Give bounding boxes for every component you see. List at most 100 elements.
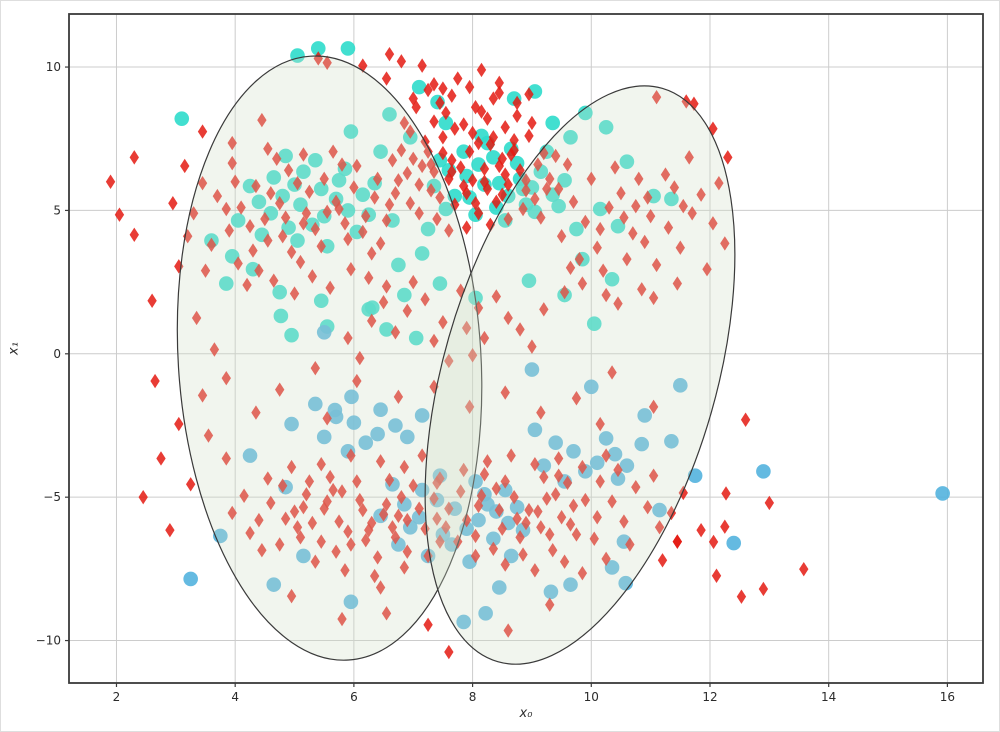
gmm-right-ellipse [424, 85, 736, 665]
scatter-point-red-diamonds [432, 475, 442, 491]
scatter-point-cyan-circles [331, 173, 347, 188]
scatter-point-red-diamonds [381, 213, 392, 228]
scatter-point-blue-circles [183, 571, 198, 587]
scatter-point-red-diamonds [497, 187, 507, 202]
scatter-point-red-diamonds [295, 530, 306, 545]
scatter-point-cyan-circles [569, 221, 584, 237]
scatter-point-red-diamonds [459, 178, 469, 194]
scatter-point-blue-circles [509, 499, 525, 515]
scatter-point-cyan-circles [310, 41, 326, 56]
scatter-point-blue-circles [480, 497, 495, 512]
scatter-point-red-diamonds [399, 560, 410, 575]
scatter-point-red-diamonds [675, 240, 685, 255]
scatter-point-blue-circles [373, 402, 388, 418]
scatter-point-red-diamonds [263, 233, 273, 248]
scatter-point-red-diamonds [521, 515, 531, 531]
scatter-point-red-diamonds [286, 244, 297, 260]
x-tick-label: 6 [350, 690, 358, 704]
scatter-point-red-diamonds [503, 310, 513, 326]
scatter-point-red-diamonds [381, 71, 392, 86]
scatter-point-red-diamonds [405, 196, 415, 211]
scatter-point-blue-circles [411, 509, 427, 525]
scatter-point-red-diamonds [248, 243, 258, 258]
scatter-point-red-diamonds [512, 511, 522, 526]
scatter-point-red-diamonds [476, 488, 487, 503]
scatter-point-red-diamonds [414, 501, 424, 516]
x-tick-label: 2 [113, 690, 121, 704]
scatter-point-red-diamonds [227, 135, 237, 151]
scatter-point-red-diamonds [637, 282, 647, 297]
scatter-point-red-diamonds [714, 175, 724, 191]
scatter-point-red-diamonds [669, 180, 680, 195]
scatter-point-red-diamonds [625, 537, 635, 552]
scatter-point-red-diamonds [568, 498, 579, 513]
scatter-point-red-diamonds [174, 416, 184, 432]
scatter-point-red-diamonds [459, 462, 469, 478]
scatter-point-cyan-circles [586, 316, 602, 331]
scatter-point-red-diamonds [642, 500, 653, 515]
scatter-point-red-diamonds [224, 223, 234, 238]
scatter-point-red-diamonds [352, 474, 362, 489]
scatter-point-red-diamonds [447, 88, 457, 103]
scatter-point-red-diamonds [470, 548, 481, 564]
scatter-point-red-diamonds [334, 514, 344, 529]
scatter-point-red-diamonds [500, 120, 510, 135]
scatter-point-red-diamonds [476, 62, 487, 78]
scatter-point-cyan-circles [272, 284, 287, 300]
scatter-point-red-diamonds [562, 157, 573, 172]
scatter-point-red-diamonds [651, 89, 662, 105]
scatter-point-red-diamonds [298, 500, 309, 515]
scatter-point-red-diamonds [438, 81, 448, 96]
scatter-point-blue-circles [497, 482, 513, 498]
scatter-point-red-diamonds [316, 457, 326, 472]
scatter-point-red-diamonds [464, 79, 475, 95]
scatter-point-red-diamonds [420, 292, 430, 307]
scatter-point-cyan-circles [355, 187, 371, 202]
scatter-point-red-diamonds [337, 157, 347, 172]
scatter-point-red-diamonds [251, 405, 261, 420]
scatter-point-cyan-circles [373, 144, 388, 159]
scatter-point-red-diamonds [138, 489, 148, 505]
scatter-point-cyan-circles [521, 273, 537, 288]
scatter-point-red-diamonds [367, 246, 377, 261]
x-tick-label: 16 [940, 690, 955, 704]
scatter-point-cyan-circles [174, 111, 190, 126]
x-axis-label: x₀ [519, 706, 533, 721]
scatter-point-red-diamonds [367, 313, 377, 329]
scatter-point-red-diamonds [556, 229, 567, 244]
scatter-point-red-diamonds [399, 115, 410, 131]
scatter-point-red-diamonds [372, 550, 383, 565]
scatter-point-red-diamonds [604, 200, 614, 215]
scatter-point-red-diamonds [441, 520, 451, 535]
scatter-point-red-diamonds [429, 164, 439, 179]
scatter-point-red-diamonds [545, 171, 555, 187]
scatter-point-blue-circles [652, 502, 667, 518]
scatter-point-cyan-circles [557, 173, 572, 188]
scatter-point-red-diamonds [358, 224, 368, 240]
scatter-point-blue-circles [327, 402, 343, 418]
scatter-point-red-diamonds [197, 388, 208, 403]
scatter-point-red-diamonds [105, 174, 116, 189]
scatter-point-red-diamonds [601, 448, 611, 463]
scatter-point-blue-circles [536, 458, 552, 473]
x-tick-label: 8 [469, 690, 477, 704]
scatter-point-red-diamonds [438, 130, 448, 145]
scatter-point-red-diamonds [467, 173, 478, 188]
scatter-point-red-diamonds [316, 239, 326, 254]
scatter-point-cyan-circles [251, 194, 267, 210]
x-tick-label: 14 [821, 690, 836, 704]
scatter-point-red-diamonds [307, 515, 318, 531]
scatter-point-cyan-circles [296, 164, 311, 180]
scatter-point-red-diamonds [524, 128, 534, 144]
scatter-point-red-diamonds [616, 186, 626, 201]
scatter-point-red-diamonds [542, 491, 552, 506]
scatter-point-blue-circles [414, 408, 430, 423]
scatter-point-cyan-circles [563, 130, 578, 145]
scatter-point-cyan-circles [340, 41, 356, 56]
scatter-point-blue-circles [308, 396, 323, 412]
scatter-point-red-diamonds [702, 262, 712, 277]
scatter-point-red-diamonds [358, 58, 368, 73]
scatter-point-red-diamonds [444, 223, 454, 238]
scatter-point-red-diamonds [467, 125, 478, 141]
scatter-point-blue-circles [343, 594, 359, 610]
